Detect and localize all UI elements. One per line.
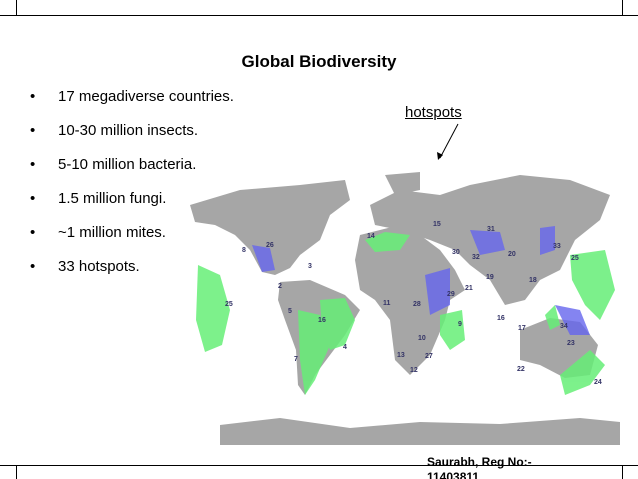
hotspot-number: 15: [433, 221, 441, 228]
hotspot-number: 27: [425, 353, 433, 360]
hotspot-number: 33: [553, 243, 561, 250]
hotspot-number: 13: [397, 352, 405, 359]
bullet: 33 hotspots.: [30, 250, 234, 284]
hotspot-number: 29: [447, 291, 455, 298]
hotspot-number: 20: [508, 251, 516, 258]
frame-line: [0, 15, 638, 16]
hotspot-number: 32: [472, 254, 480, 261]
hotspot-number: 17: [518, 325, 526, 332]
hotspot-number: 14: [367, 233, 375, 240]
hotspot-number: 7: [294, 356, 298, 363]
hotspot-number: 26: [266, 242, 274, 249]
hotspot-number: 19: [486, 274, 494, 281]
slide-title: Global Biodiversity: [241, 52, 397, 71]
hotspot-number: 28: [413, 301, 421, 308]
hotspot-number: 24: [594, 379, 602, 386]
hotspot-number: 22: [517, 366, 525, 373]
bullet-list: 17 megadiverse countries.10-30 million i…: [30, 80, 234, 284]
hotspot-number: 30: [452, 249, 460, 256]
hotspot-number: 10: [418, 335, 426, 342]
hotspot-number: 4: [343, 344, 347, 351]
frame-line: [622, 465, 623, 479]
hotspot-number: 2: [278, 283, 282, 290]
hotspot-number: 5: [288, 308, 292, 315]
hotspot-number: 3: [308, 263, 312, 270]
hotspot-areas: [196, 232, 615, 395]
hotspot-number: 25: [571, 255, 579, 262]
bullet: ~1 million mites.: [30, 216, 234, 250]
hotspot-number: 6: [322, 317, 326, 324]
hotspot-number: 1: [318, 317, 322, 324]
bullet: 17 megadiverse countries.: [30, 80, 234, 114]
footer-line: 11403811: [427, 470, 480, 479]
hotspot-areas: [252, 226, 590, 335]
arrow-head: [437, 152, 443, 160]
hotspot-number: 18: [529, 277, 537, 284]
frame-line: [0, 465, 638, 466]
footer-line: Saurabh, Reg No:-: [427, 455, 532, 469]
hotspot-number: 34: [560, 323, 568, 330]
hotspot-number: 11: [383, 300, 391, 307]
bullet: 1.5 million fungi.: [30, 182, 234, 216]
frame-line: [622, 0, 623, 15]
hotspot-number: 16: [497, 315, 505, 322]
hotspot-number: 31: [487, 226, 495, 233]
hotspot-number: 21: [465, 285, 473, 292]
footer: Saurabh, Reg No:- 11403811: [427, 455, 532, 479]
map-label: hotspots: [405, 104, 462, 121]
pointer-arrow: [439, 123, 459, 159]
frame-line: [16, 0, 17, 15]
hotspot-number: 12: [410, 367, 418, 374]
hotspot-number: 23: [567, 340, 575, 347]
hotspot-number: 8: [242, 247, 246, 254]
hotspot-number: 25: [225, 301, 233, 308]
bullet: 10-30 million insects.: [30, 114, 234, 148]
frame-line: [16, 465, 17, 479]
hotspot-number: 9: [458, 321, 462, 328]
bullet: 5-10 million bacteria.: [30, 148, 234, 182]
